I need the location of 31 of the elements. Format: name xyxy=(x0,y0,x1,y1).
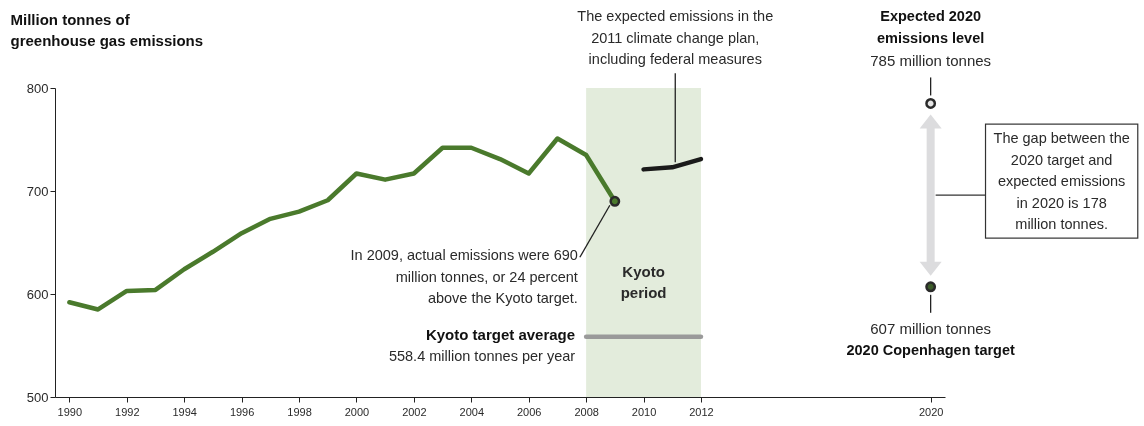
point xyxy=(925,281,937,293)
x-tick-label: 2008 xyxy=(574,405,599,418)
x-tick-label: 1994 xyxy=(172,405,197,418)
x-tick-label: 1992 xyxy=(115,405,140,418)
y-tick-label: 800 xyxy=(26,80,49,96)
y-tick-label: 500 xyxy=(26,389,49,405)
point xyxy=(609,195,621,207)
x-tick-label: 2002 xyxy=(402,405,427,418)
annotation: In 2009, actual emissions were 690 million tonnes, or 24 percent above the Kyoto target. xyxy=(350,247,578,307)
x-tick-label: 2000 xyxy=(344,405,370,418)
series-label: Kyoto target average xyxy=(425,325,576,343)
annotation: 2020 Copenhagen target xyxy=(846,341,1016,358)
x-tick-label: 1996 xyxy=(229,405,255,418)
x-tick-label: 2006 xyxy=(516,405,542,418)
x-tick-label: 1990 xyxy=(57,405,83,418)
point xyxy=(925,98,937,109)
annotation: 558.4 million tonnes per year xyxy=(388,347,576,364)
annotation: The expected emissions in the 2011 climate change plan, including federal measures xyxy=(577,8,774,68)
x-tick-label: 2010 xyxy=(631,405,657,418)
text: Expected 2020 emissions level xyxy=(877,8,985,46)
data-label: 785 million tonnes xyxy=(870,52,992,70)
band-label: Kyoto period xyxy=(620,263,667,301)
y-tick-label: 700 xyxy=(26,183,49,199)
x-tick-label: 1998 xyxy=(287,405,312,418)
x-tick-label: 2020 xyxy=(918,405,944,418)
text: The gap between the 2020 target and expected emissions in 2020 is 178 million tonnes. xyxy=(993,130,1130,233)
y-tick-label: 600 xyxy=(26,286,49,302)
data-label: 607 million tonnes xyxy=(870,319,992,337)
x-tick-label: 2012 xyxy=(689,405,714,418)
x-tick-label: 2004 xyxy=(459,405,485,418)
y-axis-title: Million tonnes of greenhouse gas emissions xyxy=(10,10,204,49)
